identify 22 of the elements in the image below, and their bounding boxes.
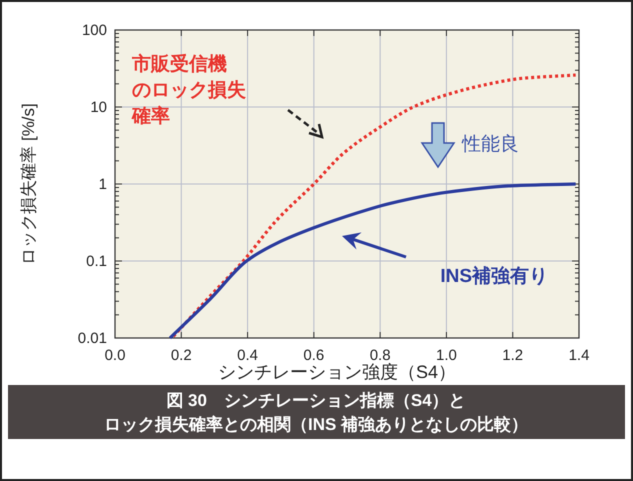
x-tick-label: 1.4 <box>568 347 590 364</box>
x-tick-label: 0.8 <box>370 347 391 364</box>
y-tick-label: 1 <box>98 176 107 193</box>
x-tick-label: 0.4 <box>237 347 258 364</box>
text: 市販受信機のロック損失確率 <box>131 53 246 127</box>
line-series <box>168 182 578 340</box>
y-tick-label: 100 <box>82 22 107 39</box>
x-tick-label: 0.6 <box>303 347 324 364</box>
x-tick-label: 1.2 <box>502 347 524 364</box>
text: INS補強有り <box>440 265 548 287</box>
x-tick-label: 0.0 <box>104 347 126 364</box>
x-axis-title: シンチレーション強度（S4） <box>218 362 456 382</box>
y-tick-label: 0.1 <box>86 253 107 270</box>
line-series <box>172 73 578 338</box>
y-tick-label: 0.01 <box>78 330 107 347</box>
y-tick-label: 10 <box>90 99 107 116</box>
x-tick-label: 0.2 <box>170 347 192 364</box>
caption: 図 30 シンチレーション指標（S4）と <box>166 391 466 410</box>
text: ロック損失確率との相関（INS 補強ありとなしの比較） <box>104 415 528 434</box>
y-axis-title: ロック損失確率 [%/s] <box>19 103 38 265</box>
x-tick-label: 1.0 <box>436 347 457 364</box>
annotation: 性能良 <box>461 133 519 155</box>
